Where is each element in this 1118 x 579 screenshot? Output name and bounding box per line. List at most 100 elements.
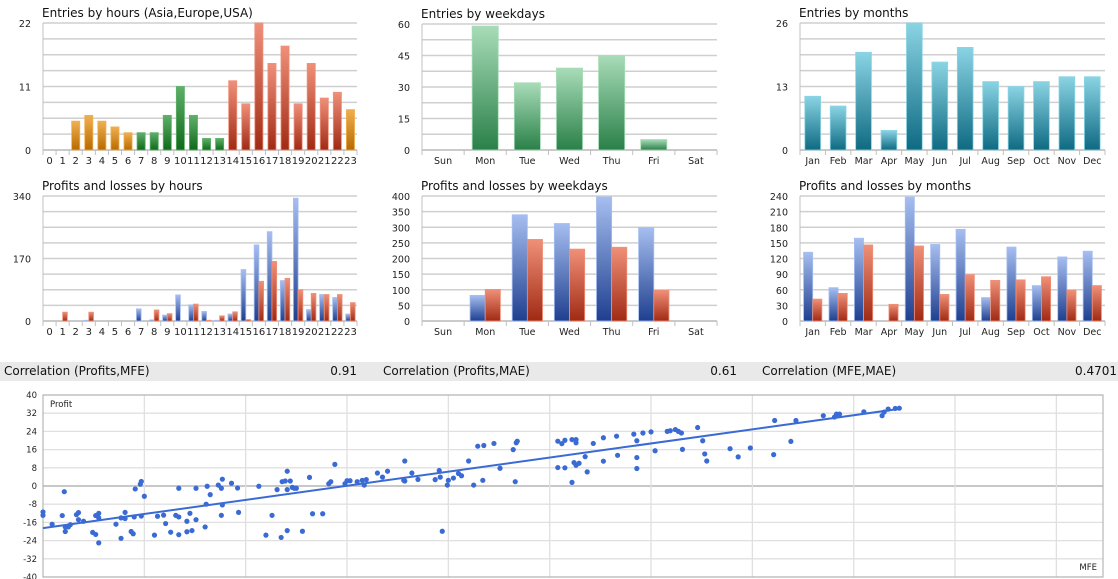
- x-tick-label: 22: [331, 327, 344, 338]
- bar-profits: [175, 294, 181, 322]
- scatter-point: [263, 532, 269, 538]
- bar-losses: [88, 311, 94, 322]
- scatter-point: [450, 475, 457, 481]
- x-tick-label: 19: [292, 156, 305, 167]
- profits-losses-by-months-chart: Profits and losses by months 0 30 60 90 120 15…: [757, 175, 1118, 340]
- y-tick-label: 16: [26, 446, 37, 456]
- plot-frame: [42, 394, 1104, 578]
- x-tick-label: Sat: [688, 327, 704, 338]
- scatter-point: [613, 433, 620, 439]
- correlation-label: Correlation (Profits,MFE): [4, 364, 150, 378]
- bar-entries: [280, 45, 290, 151]
- scatter-point: [184, 518, 190, 524]
- bar-profits: [227, 313, 234, 322]
- bar-entries: [906, 22, 923, 151]
- chart-title: Profits and losses by hours: [42, 179, 203, 193]
- scatter-point: [96, 510, 102, 516]
- scatter-point: [471, 482, 477, 488]
- x-tick-label: Sun: [434, 327, 452, 338]
- x-tick-label: 10: [174, 327, 187, 338]
- scatter-point: [138, 478, 144, 485]
- bar-entries: [293, 103, 303, 151]
- bar-losses: [193, 303, 199, 322]
- x-tick-label: Dec: [1083, 327, 1101, 338]
- chart-title: Entries by months: [799, 6, 908, 20]
- bar-entries: [931, 61, 949, 151]
- scatter-point: [793, 417, 799, 424]
- scatter-point: [269, 512, 275, 518]
- bar-losses: [526, 239, 543, 322]
- x-tick-label: 19: [292, 327, 305, 338]
- bar-profits: [214, 319, 221, 322]
- bar-entries: [215, 138, 225, 151]
- y-tick-label: 0: [782, 317, 788, 328]
- scatter-point: [113, 521, 119, 527]
- x-tick-label: Aug: [981, 327, 1000, 338]
- scatter-point: [202, 524, 208, 530]
- scatter-point: [437, 474, 443, 480]
- bar-entries: [598, 55, 626, 151]
- x-tick-label: Jun: [931, 327, 947, 338]
- y-tick-label: 0: [782, 146, 788, 157]
- x-tick-label: Jul: [958, 156, 970, 167]
- bar-entries: [84, 114, 94, 151]
- bar-entries: [640, 139, 668, 151]
- bar-profits: [279, 280, 286, 322]
- bar-entries: [175, 86, 185, 151]
- scatter-point: [695, 424, 701, 431]
- chart-title: Profits and losses by weekdays: [421, 179, 608, 193]
- scatter-point: [836, 411, 843, 417]
- scatter-point: [320, 511, 326, 517]
- x-tick-label: 5: [112, 156, 118, 167]
- scatter-point: [562, 465, 568, 471]
- y-tick-label: 250: [392, 239, 410, 250]
- x-tick-label: Mar: [855, 156, 873, 167]
- x-axis-label: MFE: [1079, 563, 1097, 573]
- scatter-point: [510, 447, 516, 453]
- bar-losses: [1015, 279, 1026, 322]
- bar-profits: [293, 197, 299, 322]
- scatter-point: [168, 529, 174, 535]
- bar-entries: [136, 132, 146, 151]
- bar-profits: [162, 314, 168, 322]
- scatter-point: [96, 540, 102, 546]
- scatter-point: [514, 438, 520, 444]
- x-tick-label: Jan: [804, 327, 820, 338]
- scatter-point: [61, 489, 67, 495]
- scatter-point: [555, 438, 561, 444]
- scatter-point: [704, 458, 710, 464]
- x-tick-label: Tue: [518, 327, 535, 338]
- scatter-point: [559, 441, 565, 447]
- profit-vs-mfe-scatter: -40 -32 -24 -16 -8 0 8 16 24 32 40 Profit MFE: [23, 391, 1104, 579]
- bar-profits: [201, 311, 207, 322]
- y-tick-label: 50: [398, 301, 410, 312]
- scatter-point: [562, 437, 568, 443]
- bar-entries: [829, 105, 847, 151]
- x-tick-label: 0: [46, 327, 52, 338]
- chart-title: Entries by hours (Asia,Europe,USA): [42, 6, 253, 20]
- scatter-point: [218, 512, 224, 518]
- x-tick-label: 20: [305, 327, 318, 338]
- y-tick-label: -16: [23, 518, 37, 528]
- x-tick-label: 9: [164, 156, 170, 167]
- y-tick-label: 60: [398, 20, 410, 31]
- scatter-point: [402, 458, 408, 464]
- scatter-point: [634, 465, 640, 472]
- scatter-point: [634, 454, 640, 461]
- y-tick-label: 45: [398, 52, 410, 63]
- y-tick-label: 350: [392, 208, 410, 219]
- scatter-point: [176, 514, 182, 520]
- bar-losses: [964, 274, 975, 322]
- scatter-point: [735, 454, 741, 460]
- scatter-point: [374, 470, 381, 476]
- scatter-point: [439, 528, 445, 534]
- y-tick-label: 0: [32, 482, 37, 492]
- bar-profits: [904, 196, 915, 322]
- bar-profits: [188, 304, 194, 322]
- scatter-point: [40, 512, 46, 518]
- scatter-point: [218, 485, 224, 491]
- bar-entries: [71, 120, 81, 151]
- bar-entries: [267, 63, 277, 151]
- bar-losses: [206, 319, 212, 322]
- entries-by-weekdays-chart: Entries by weekdays 0 15 30 45 60 Sun Mon Tue Wed…: [379, 0, 754, 175]
